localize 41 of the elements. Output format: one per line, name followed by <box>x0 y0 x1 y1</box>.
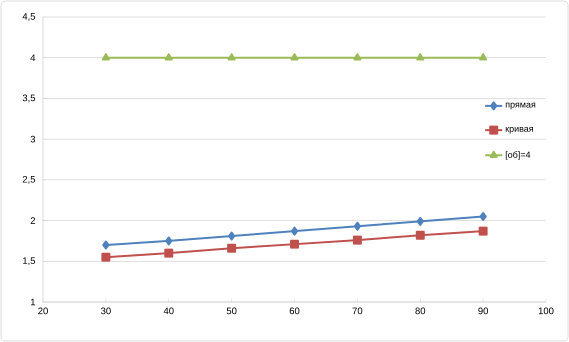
point <box>164 53 173 60</box>
y-tick-label: 1 <box>30 298 36 306</box>
point <box>290 240 299 249</box>
point <box>165 236 172 246</box>
point <box>416 230 425 240</box>
point <box>227 244 236 253</box>
point <box>290 226 298 236</box>
point <box>164 248 174 258</box>
y-tick-label: 2,5 <box>22 176 36 184</box>
y-tick-label: 1,5 <box>23 257 36 266</box>
legend-label: [об]=4 <box>506 151 530 160</box>
point <box>353 53 362 60</box>
x-tick-label: 80 <box>415 308 426 314</box>
legend-label: кривая <box>506 126 534 134</box>
x-tick-label: 40 <box>164 308 174 314</box>
point <box>478 226 488 236</box>
x-tick-label: 20 <box>38 308 48 314</box>
x-tick-label: 100 <box>538 308 554 314</box>
point <box>479 53 488 60</box>
y-tick-label: 3 <box>30 136 36 142</box>
point <box>101 252 110 262</box>
point <box>228 232 236 241</box>
x-tick-label: 60 <box>290 308 300 314</box>
x-tick-label: 70 <box>352 308 362 314</box>
x-tick-label: 30 <box>100 308 111 314</box>
y-tick-label: 3,5 <box>22 94 36 102</box>
point <box>354 222 361 231</box>
point <box>480 212 487 221</box>
x-tick-label: 50 <box>226 308 237 314</box>
point <box>352 236 362 245</box>
y-tick-label: 2 <box>30 217 36 224</box>
point <box>228 53 236 60</box>
legend-label: прямая <box>506 102 536 110</box>
point <box>290 53 299 60</box>
point <box>416 53 424 60</box>
x-tick-label: 90 <box>478 308 488 314</box>
point <box>102 240 110 250</box>
y-tick-label: 4 <box>30 54 36 61</box>
point <box>416 216 424 226</box>
y-tick-label: 4,5 <box>22 13 36 21</box>
point <box>102 53 110 60</box>
